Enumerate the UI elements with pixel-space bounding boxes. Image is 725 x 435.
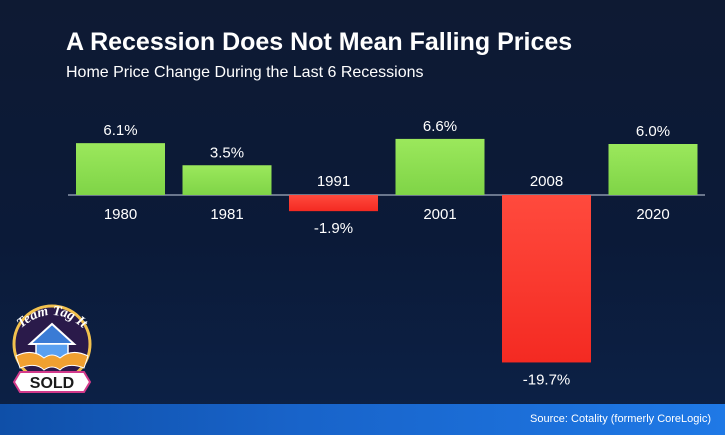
- bar-2008: [502, 195, 591, 363]
- footer-bar: Source: Cotality (formerly CoreLogic): [0, 404, 725, 435]
- bar-2001: [395, 138, 485, 195]
- category-label-1981: 1981: [210, 206, 243, 223]
- team-tag-it-sold-logo: Team Tag It SOLD: [12, 304, 92, 393]
- value-label-2020: 6.0%: [636, 123, 670, 140]
- bar-chart: 6.1% 1980 3.5% 1981 -1.9% 1991 6.6% 2001 -19.7% 2…: [68, 118, 705, 388]
- category-label-1980: 1980: [104, 206, 137, 223]
- value-label-2001: 6.6%: [423, 118, 457, 135]
- chart-subtitle: Home Price Change During the Last 6 Rece…: [66, 64, 424, 81]
- category-label-1991: 1991: [317, 173, 350, 190]
- value-label-2008: -19.7%: [523, 371, 571, 388]
- value-label-1981: 3.5%: [210, 144, 244, 161]
- category-label-2001: 2001: [423, 206, 456, 223]
- category-label-2008: 2008: [530, 173, 563, 190]
- chart-title: A Recession Does Not Mean Falling Prices: [66, 28, 573, 56]
- value-label-1980: 6.1%: [103, 122, 137, 139]
- value-label-1991: -1.9%: [314, 220, 353, 237]
- bar-1980: [76, 143, 165, 195]
- bar-2020: [608, 144, 698, 195]
- category-label-2020: 2020: [636, 206, 669, 223]
- source-note: Source: Cotality (formerly CoreLogic): [530, 413, 711, 425]
- bar-1991: [289, 195, 378, 212]
- bar-1981: [182, 165, 272, 195]
- logo-text-bottom: SOLD: [30, 375, 74, 392]
